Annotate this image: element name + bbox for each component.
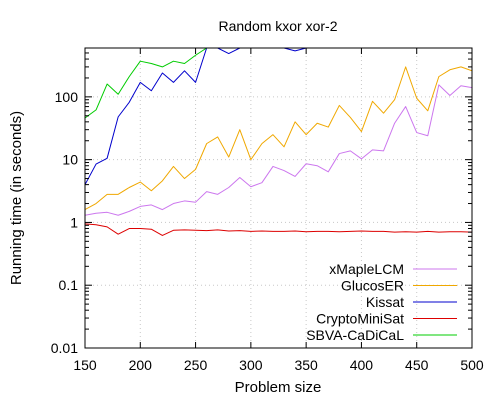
y-axis-label: Running time (in seconds)	[8, 111, 25, 285]
y-tick-label: 100	[55, 89, 79, 105]
legend-label-cryptominisat: CryptoMiniSat	[316, 311, 404, 327]
x-tick-label: 200	[129, 357, 153, 373]
x-tick-label: 450	[405, 357, 429, 373]
series-line-kissat	[85, 48, 307, 185]
legend-label-xmaplelcm: xMapleLCM	[329, 261, 404, 277]
series-line-sbva-cadical	[85, 48, 218, 119]
grid-layer	[85, 48, 472, 348]
ticks-layer: 150 200 250 300 350 400 450 500 0.01 0.1 1 10 100	[51, 47, 484, 373]
chart-title: Random kxor xor-2	[218, 18, 337, 34]
x-tick-label: 400	[350, 357, 374, 373]
legend-label-sbva-cadical: SBVA-CaDiCaL	[306, 327, 404, 343]
legend: xMapleLCMGlucosERKissatCryptoMiniSatSBVA…	[306, 261, 457, 343]
y-tick-label: 0.01	[51, 340, 78, 356]
series-line-xmaplelcm	[85, 84, 472, 216]
y-tick-label: 10	[62, 152, 78, 168]
legend-label-kissat: Kissat	[366, 294, 404, 310]
x-tick-label: 150	[73, 357, 97, 373]
legend-label-glucoser: GlucosER	[341, 278, 404, 294]
x-tick-label: 500	[460, 357, 484, 373]
plot-frame	[84, 47, 473, 349]
series-line-glucoser	[85, 66, 472, 211]
y-tick-label: 0.1	[59, 277, 79, 293]
series-layer	[85, 48, 472, 236]
x-axis-label: Problem size	[235, 379, 322, 396]
x-tick-label: 250	[184, 357, 208, 373]
x-tick-label: 350	[294, 357, 318, 373]
y-tick-label: 1	[70, 214, 78, 230]
x-tick-label: 300	[239, 357, 263, 373]
series-line-cryptominisat	[85, 223, 472, 236]
